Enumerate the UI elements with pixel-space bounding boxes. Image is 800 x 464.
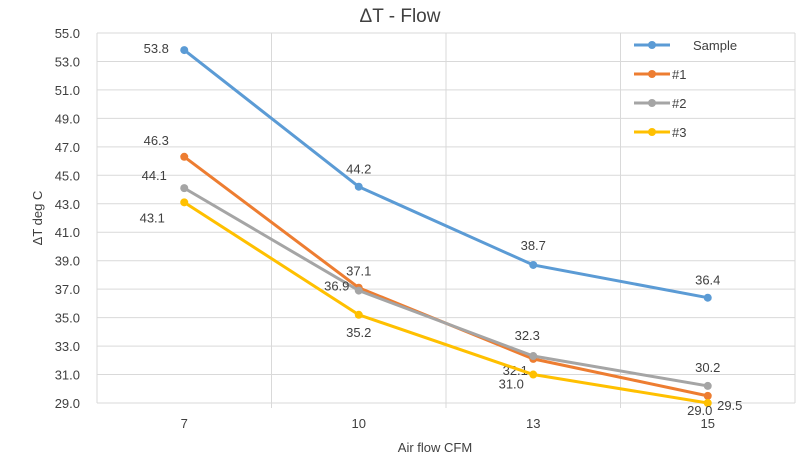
data-label: 29.0 [687, 403, 712, 418]
y-tick-label: 41.0 [55, 225, 80, 240]
y-tick-label: 53.0 [55, 54, 80, 69]
x-tick-label: 10 [352, 416, 366, 431]
y-tick-label: 33.0 [55, 339, 80, 354]
y-tick-label: 31.0 [55, 368, 80, 383]
x-tick-label: 13 [526, 416, 540, 431]
legend-label: #2 [672, 96, 686, 111]
y-tick-label: 47.0 [55, 140, 80, 155]
data-label: 36.9 [324, 279, 349, 294]
y-tick-label: 29.0 [55, 396, 80, 411]
data-label: 44.2 [346, 162, 371, 177]
data-point [703, 381, 712, 390]
data-label: 37.1 [346, 264, 371, 279]
data-label: 35.2 [346, 325, 371, 340]
series-line [183, 201, 708, 405]
data-label: 46.3 [144, 133, 169, 148]
data-label: 38.7 [521, 238, 546, 253]
data-point [354, 182, 363, 191]
legend-marker [648, 99, 656, 107]
legend-label: #3 [672, 125, 686, 140]
data-label: 44.1 [142, 168, 167, 183]
y-tick-label: 37.0 [55, 282, 80, 297]
data-point [180, 46, 189, 55]
data-point [354, 310, 363, 319]
legend-marker [648, 128, 656, 136]
data-point [180, 198, 189, 207]
series-line [183, 48, 709, 300]
y-tick-label: 43.0 [55, 197, 80, 212]
data-point [529, 352, 538, 361]
y-tick-label: 39.0 [55, 254, 80, 269]
data-label: 43.1 [140, 210, 165, 225]
legend-label: #1 [672, 67, 686, 82]
data-label: 30.2 [695, 360, 720, 375]
data-point [703, 399, 712, 407]
y-tick-label: 35.0 [55, 311, 80, 326]
y-tick-label: 45.0 [55, 168, 80, 183]
y-axis-label: ΔT deg C [30, 191, 45, 246]
data-point [529, 260, 538, 269]
data-label: 31.0 [499, 377, 524, 392]
data-label: 29.5 [717, 398, 742, 413]
data-point [703, 293, 712, 302]
x-axis-label: Air flow CFM [398, 440, 472, 455]
chart-title: ΔT - Flow [360, 6, 441, 27]
legend: Sample #1 #2 #3 [634, 38, 737, 140]
series-line [183, 186, 709, 388]
legend-marker [648, 70, 656, 78]
data-point [354, 286, 363, 295]
y-tick-label: 51.0 [55, 83, 80, 98]
legend-label: Sample [693, 38, 737, 53]
data-label: 53.8 [144, 41, 169, 56]
legend-marker [648, 41, 656, 49]
x-tick-label: 15 [701, 416, 715, 431]
data-point [703, 391, 712, 400]
data-label: 32.3 [515, 328, 540, 343]
y-tick-label: 55.0 [55, 26, 80, 41]
data-point [529, 370, 538, 379]
data-label: 36.4 [695, 273, 720, 288]
x-tick-label: 7 [181, 416, 188, 431]
data-point [180, 152, 189, 161]
data-point [180, 184, 189, 193]
y-tick-label: 49.0 [55, 111, 80, 126]
